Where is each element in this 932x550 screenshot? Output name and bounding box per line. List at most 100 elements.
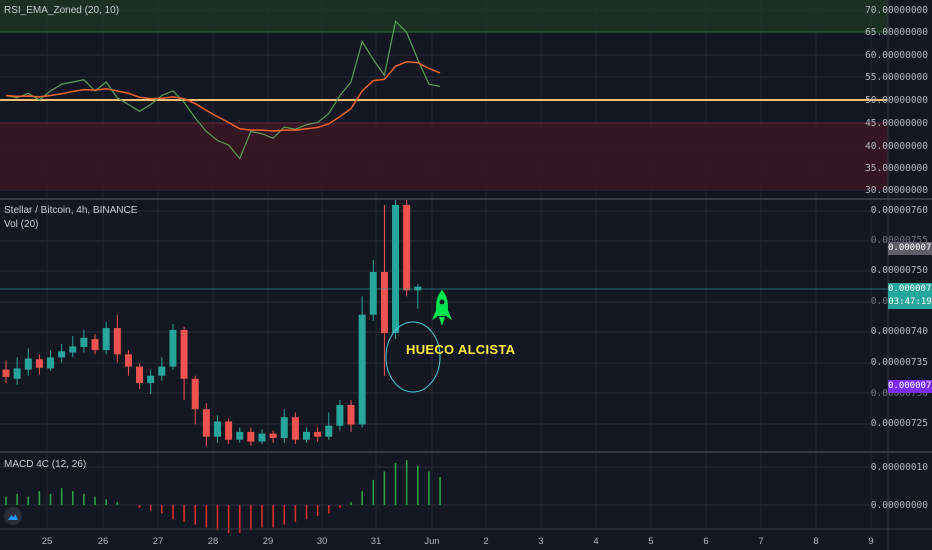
candle xyxy=(269,430,277,443)
candle-body xyxy=(347,404,355,425)
date-axis-tick: 7 xyxy=(758,536,764,547)
candle xyxy=(291,412,299,445)
rocket-fin-left xyxy=(432,308,437,320)
rsi-axis-tick: 30.00000000 xyxy=(865,185,928,196)
candle-body xyxy=(113,328,121,355)
hueco-alcista-annotation[interactable]: HUECO ALCISTA xyxy=(406,342,516,357)
candle xyxy=(147,369,155,394)
bar-countdown-tag: 03:47:19 xyxy=(888,296,932,309)
candle-body xyxy=(13,368,21,379)
candle-body xyxy=(414,286,422,291)
symbol-label[interactable]: Stellar / Bitcoin, 4h, BINANCE xyxy=(4,205,138,216)
candle xyxy=(24,348,32,376)
candle-body xyxy=(269,433,277,438)
rsi-axis-tick: 45.00000000 xyxy=(865,118,928,129)
candle-body xyxy=(325,425,333,437)
candle xyxy=(169,323,177,370)
price-axis-tick: 0.00000735 xyxy=(870,357,928,368)
candle-body xyxy=(191,378,199,410)
tradingview-logo-icon[interactable] xyxy=(4,507,22,525)
candle xyxy=(414,284,422,309)
date-axis-tick: 28 xyxy=(207,536,219,547)
candle xyxy=(113,314,121,363)
candle-body xyxy=(169,329,177,367)
macd-axis-tick: 0.00000010 xyxy=(870,462,928,473)
rsi-overbought-zone xyxy=(0,0,888,32)
macd-indicator-label[interactable]: MACD 4C (12, 26) xyxy=(4,459,87,470)
date-axis-tick: 2 xyxy=(483,536,489,547)
candle-body xyxy=(202,409,210,437)
volume-indicator-label[interactable]: Vol (20) xyxy=(4,219,39,230)
price-axis-tick: 0.00000725 xyxy=(870,418,928,429)
candle xyxy=(347,400,355,432)
candle xyxy=(247,427,255,446)
last-price-tag: 0.00000747 xyxy=(888,283,932,296)
date-axis-tick: 6 xyxy=(703,536,709,547)
date-axis-tick: 8 xyxy=(813,536,819,547)
candle-body xyxy=(336,404,344,426)
date-axis-tick: 29 xyxy=(262,536,274,547)
candle-body xyxy=(147,375,155,384)
price-candles xyxy=(0,200,888,446)
candle-body xyxy=(24,358,32,370)
candle xyxy=(202,403,210,446)
rsi-ema-line xyxy=(5,60,441,132)
rocket-fin-right xyxy=(447,308,452,320)
candle-body xyxy=(102,328,110,351)
candle-body xyxy=(80,337,88,348)
candle-body xyxy=(124,354,132,367)
candle xyxy=(47,350,55,371)
price-axis-tick: 0.00000760 xyxy=(870,205,928,216)
price-axis-tick: 0.00000755 xyxy=(870,235,928,246)
rsi-axis-tick: 60.00000000 xyxy=(865,50,928,61)
date-axis-tick: 30 xyxy=(316,536,328,547)
candle xyxy=(336,400,344,431)
date-axis-tick: 5 xyxy=(648,536,654,547)
candle xyxy=(392,200,400,340)
candle xyxy=(213,415,221,443)
date-axis-tick: 26 xyxy=(97,536,109,547)
candle xyxy=(280,409,288,443)
rsi-oversold-zone xyxy=(0,123,888,190)
date-axis-tick: 4 xyxy=(593,536,599,547)
date-axis-tick: Jun xyxy=(424,536,440,547)
candle-body xyxy=(403,204,411,291)
candle xyxy=(69,336,77,358)
candle-body xyxy=(236,431,244,440)
macd-histogram xyxy=(5,460,441,533)
price-tag-731: 0.00000731 xyxy=(888,380,932,393)
annotation-overlay xyxy=(385,290,452,393)
candle xyxy=(303,427,311,443)
candle xyxy=(358,296,366,428)
price-axis-tick: 0.00000750 xyxy=(870,265,928,276)
candle-body xyxy=(2,369,10,377)
candle xyxy=(80,329,88,353)
candle xyxy=(258,429,266,445)
candle-body xyxy=(180,329,188,379)
candle xyxy=(158,357,166,381)
candle-body xyxy=(136,366,144,384)
candle xyxy=(314,427,322,442)
candle-body xyxy=(35,359,43,368)
candle xyxy=(225,418,233,445)
logo-mountain-icon xyxy=(8,514,18,520)
date-axis-tick: 31 xyxy=(370,536,382,547)
candle xyxy=(236,427,244,443)
candle xyxy=(325,412,333,440)
candle-body xyxy=(392,204,400,333)
candle-body xyxy=(314,431,322,437)
rsi-axis-tick: 65.00000000 xyxy=(865,27,928,38)
rsi-indicator-label[interactable]: RSI_EMA_Zoned (20, 10) xyxy=(4,5,120,16)
candle-body xyxy=(280,417,288,438)
candle xyxy=(58,343,66,363)
candle xyxy=(191,375,199,425)
candle xyxy=(403,200,411,297)
price-axis-tick: 0.00000730 xyxy=(870,388,928,399)
rsi-axis-tick: 40.00000000 xyxy=(865,141,928,152)
candle xyxy=(136,363,144,390)
rsi-axis-tick: 55.00000000 xyxy=(865,72,928,83)
rsi-line xyxy=(5,20,441,160)
price-axis-tick: 0.00000740 xyxy=(870,326,928,337)
